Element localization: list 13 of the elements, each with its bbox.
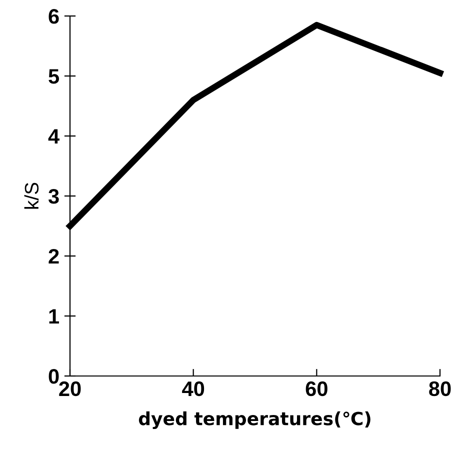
- x-tick-label: 60: [306, 381, 328, 396]
- y-tick-label: 3: [48, 189, 59, 204]
- y-axis-title: k/S: [24, 182, 39, 209]
- y-tick-label: 6: [48, 9, 59, 24]
- y-tick-label: 4: [48, 129, 60, 144]
- y-tick-label: 2: [48, 249, 59, 264]
- x-tick-label: 40: [182, 381, 204, 396]
- y-tick-label: 1: [49, 309, 60, 324]
- y-tick-label: 0: [48, 369, 59, 384]
- x-tick-label: 80: [429, 381, 451, 396]
- x-axis-title: dyed temperatures(℃): [138, 411, 370, 430]
- x-tick-label: 20: [59, 381, 81, 396]
- y-tick-label: 5: [48, 69, 60, 84]
